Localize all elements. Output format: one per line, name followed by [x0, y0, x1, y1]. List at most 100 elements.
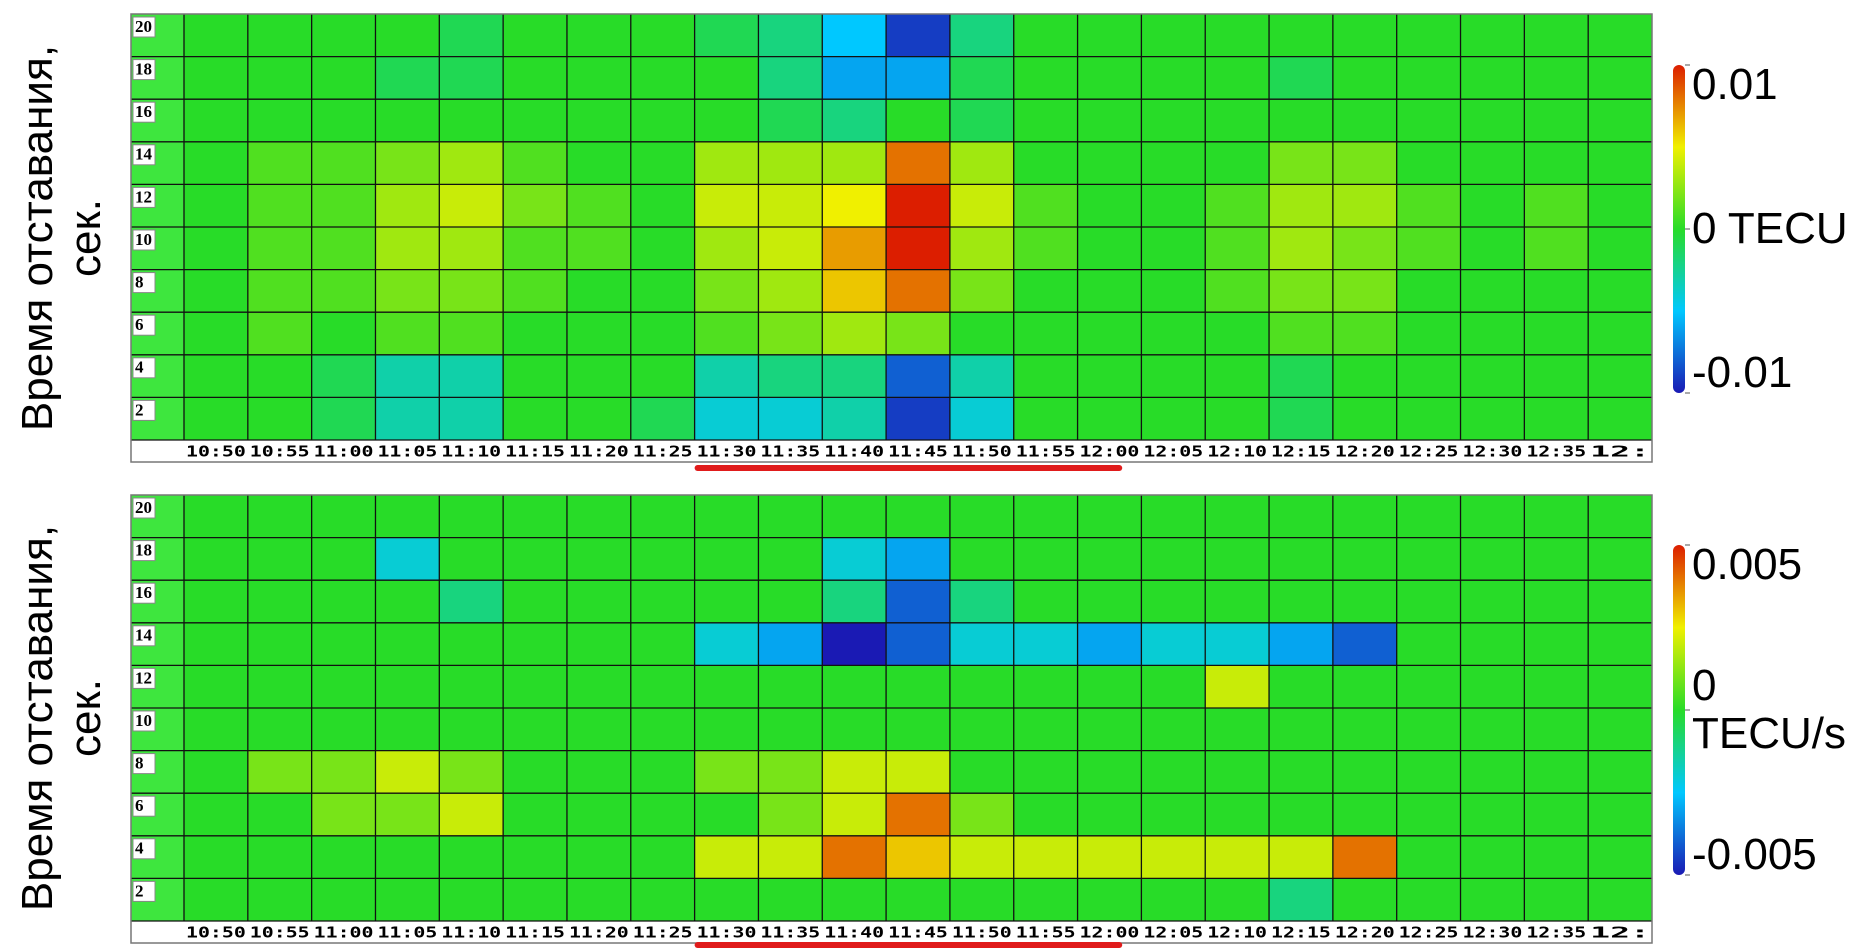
heat-cell: [1461, 312, 1525, 355]
heat-cell: [1461, 184, 1525, 227]
heat-cell: [1524, 751, 1588, 794]
x-tick-label: 11:35: [760, 924, 820, 942]
x-tick-label: 12:15: [1271, 443, 1331, 461]
heat-cell: [1397, 665, 1461, 708]
heat-cell: [1524, 793, 1588, 836]
x-tick-label: 11:10: [441, 443, 501, 461]
heat-cell: [439, 57, 503, 100]
heat-cell: [184, 836, 248, 879]
heat-cell: [1461, 878, 1525, 921]
heat-cell: [1333, 751, 1397, 794]
heat-cell: [1588, 99, 1652, 142]
heat-cell: [375, 793, 439, 836]
heat-cell: [886, 312, 950, 355]
colorbar: [1673, 65, 1685, 393]
x-tick-label: 11:55: [1016, 443, 1076, 461]
heat-cell: [567, 270, 631, 313]
heat-cell: [1524, 878, 1588, 921]
heat-cell: [503, 580, 567, 623]
heat-cell: [184, 142, 248, 185]
heat-cell: [439, 665, 503, 708]
heat-cell: [1141, 14, 1205, 57]
heat-cell: [1588, 623, 1652, 666]
heat-cell: [312, 355, 376, 398]
heat-cell: [312, 57, 376, 100]
chart: 10:5010:5511:0011:0511:1011:1511:2011:25…: [0, 0, 1865, 949]
highlight-bar: [695, 465, 1123, 471]
heat-cell: [631, 184, 695, 227]
x-tick-label: 11:55: [1016, 924, 1076, 942]
heat-cell: [248, 57, 312, 100]
heat-cell: [503, 708, 567, 751]
heat-cell: [1014, 355, 1078, 398]
heat-cell: [758, 57, 822, 100]
heat-cell: [1014, 142, 1078, 185]
y-axis-title: Время отставания, сек.: [14, 503, 110, 933]
heat-cell: [822, 751, 886, 794]
heat-cell: [758, 142, 822, 185]
heat-cell: [1588, 836, 1652, 879]
heat-cell: [695, 355, 759, 398]
heat-cell: [631, 14, 695, 57]
y-tick-label: 20: [135, 498, 152, 517]
heat-cell: [1205, 184, 1269, 227]
heat-cell: [758, 227, 822, 270]
heat-cell: [1141, 538, 1205, 581]
heat-cell: [1205, 793, 1269, 836]
heat-cell: [439, 708, 503, 751]
heat-cell: [950, 623, 1014, 666]
heat-cell: [503, 312, 567, 355]
heat-cell: [1333, 623, 1397, 666]
heat-cell: [503, 623, 567, 666]
heat-cell: [631, 99, 695, 142]
heat-cell: [1397, 623, 1461, 666]
heat-cell: [886, 793, 950, 836]
heat-cell: [1141, 312, 1205, 355]
heat-cell: [1333, 397, 1397, 440]
heat-cell: [1269, 184, 1333, 227]
heat-cell: [1524, 665, 1588, 708]
heat-cell: [886, 878, 950, 921]
heat-cell: [822, 623, 886, 666]
heat-cell: [312, 270, 376, 313]
x-tick-label: 10:50: [186, 443, 246, 461]
heat-cell: [375, 751, 439, 794]
heat-cell: [631, 495, 695, 538]
colorbar-label: -0.01: [1692, 349, 1865, 397]
heat-cell: [1461, 270, 1525, 313]
y-tick-label: 2: [135, 400, 144, 419]
heat-cell: [375, 227, 439, 270]
heat-cell: [822, 57, 886, 100]
heat-cell: [1333, 270, 1397, 313]
heat-cell: [758, 836, 822, 879]
heat-cell: [1461, 708, 1525, 751]
heat-cell: [1588, 793, 1652, 836]
x-tick-label: 12:20: [1335, 443, 1395, 461]
heat-cell: [439, 184, 503, 227]
heat-cell: [375, 538, 439, 581]
heat-cell: [375, 495, 439, 538]
heat-cell: [567, 227, 631, 270]
heat-cell: [184, 312, 248, 355]
heat-cell: [184, 355, 248, 398]
heat-cell: [822, 665, 886, 708]
heat-cell: [375, 270, 439, 313]
heat-cell: [1461, 580, 1525, 623]
heat-cell: [1524, 227, 1588, 270]
heat-cell: [567, 312, 631, 355]
heat-cell: [567, 355, 631, 398]
heat-cell: [1461, 14, 1525, 57]
heat-cell: [439, 397, 503, 440]
heat-cell: [1141, 793, 1205, 836]
heat-cell: [248, 397, 312, 440]
heat-cell: [1397, 142, 1461, 185]
x-tick-label: 10:50: [186, 924, 246, 942]
x-tick-label: 10:55: [250, 443, 310, 461]
heat-cell: [248, 836, 312, 879]
heat-cell: [184, 665, 248, 708]
heat-cell: [886, 397, 950, 440]
heat-cell: [950, 184, 1014, 227]
heat-cell: [822, 99, 886, 142]
heat-cell: [1269, 227, 1333, 270]
heat-cell: [950, 495, 1014, 538]
